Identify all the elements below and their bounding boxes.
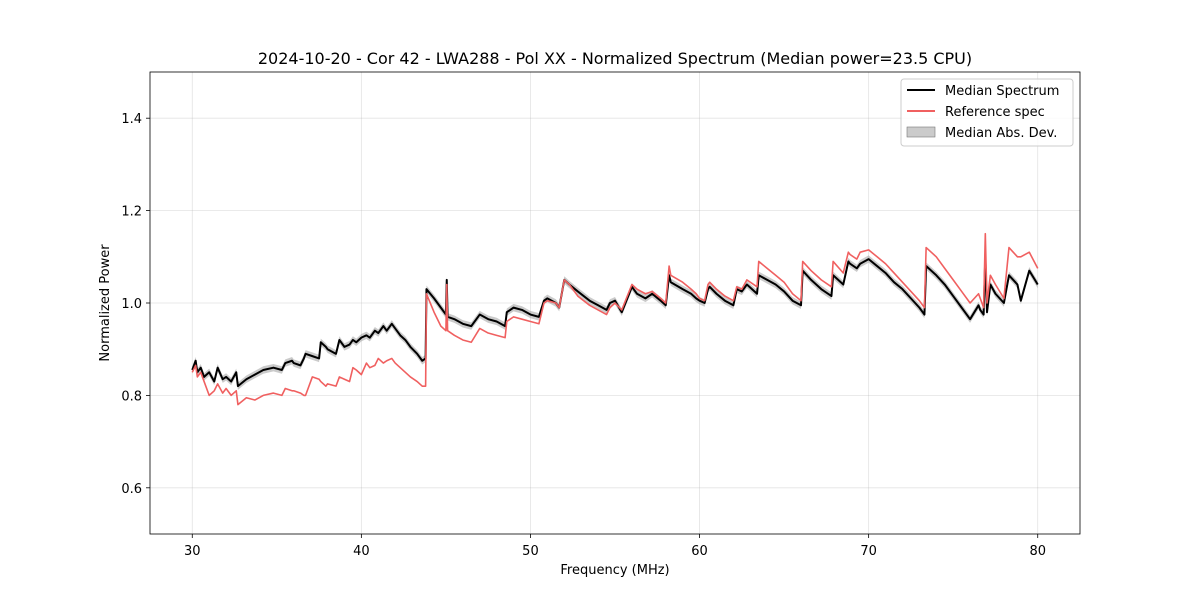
legend-label-mad-band: Median Abs. Dev. bbox=[945, 126, 1057, 141]
legend: Median Spectrum Reference spec Median Ab… bbox=[900, 78, 1074, 147]
x-tick-label: 40 bbox=[353, 544, 370, 559]
x-tick-label: 50 bbox=[522, 544, 539, 559]
legend-label-reference-spec: Reference spec bbox=[945, 105, 1045, 120]
x-tick-label: 30 bbox=[184, 544, 201, 559]
x-tick-label: 60 bbox=[691, 544, 708, 559]
y-tick-label: 1.0 bbox=[121, 297, 142, 312]
tick-layer: 30 40 50 60 70 80 0.6 0.8 1.0 1.2 1.4 bbox=[121, 112, 1046, 559]
x-tick-label: 80 bbox=[1029, 544, 1046, 559]
legend-swatch-mad-band bbox=[906, 126, 936, 138]
y-axis-label: Normalized Power bbox=[98, 244, 113, 362]
y-tick-label: 0.6 bbox=[121, 482, 142, 497]
chart-title: 2024-10-20 - Cor 42 - LWA288 - Pol XX - … bbox=[258, 49, 972, 68]
y-tick-label: 1.2 bbox=[121, 205, 142, 220]
y-tick-label: 1.4 bbox=[121, 112, 142, 127]
legend-label-median-spectrum: Median Spectrum bbox=[945, 84, 1059, 99]
series-layer bbox=[191, 232, 1039, 406]
reference-spec-line bbox=[191, 232, 1039, 406]
y-tick-label: 0.8 bbox=[121, 389, 142, 404]
legend-box bbox=[900, 78, 1074, 147]
x-tick-label: 70 bbox=[860, 544, 877, 559]
x-axis-label: Frequency (MHz) bbox=[560, 563, 669, 578]
